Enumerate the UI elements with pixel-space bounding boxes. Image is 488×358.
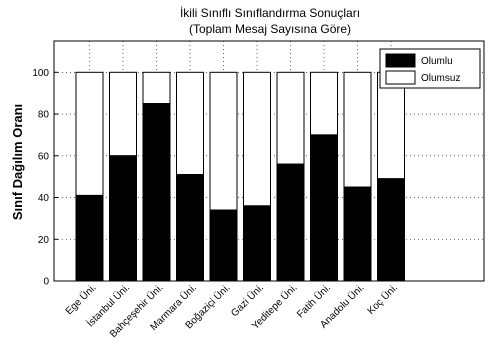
bar-olumsuz (243, 71, 271, 207)
y-tick-label: 40 (38, 193, 50, 204)
bars (75, 71, 405, 282)
legend: Olumlu Olumsuz (379, 48, 481, 89)
x-tick-label: Ege Üni. (63, 282, 99, 318)
y-axis-ticks: 0 20 40 60 80 100 (32, 68, 58, 288)
y-tick-label: 60 (38, 151, 50, 162)
legend-swatch-olumlu (385, 53, 416, 68)
bar-olumsuz (209, 71, 238, 211)
plot-area (53, 40, 485, 282)
bar-olumlu (343, 186, 372, 282)
bar-olumlu (142, 103, 171, 282)
x-axis-ticks: Ege Üni.İstanbul Üni.Bahçeşehir Üni.Marm… (63, 277, 400, 340)
bar-olumlu (243, 205, 271, 282)
legend-label-olumlu: Olumlu (421, 56, 453, 67)
y-tick-label: 20 (38, 235, 50, 246)
bar-olumsuz (343, 71, 372, 188)
bar-olumsuz (75, 71, 104, 196)
bar-olumsuz (310, 71, 338, 136)
chart-title-line-2: (Toplam Mesaj Sayısına Göre) (189, 22, 351, 36)
y-tick-label: 0 (43, 277, 49, 288)
y-axis-label: Sınıf Dağılım Oranı (10, 104, 25, 220)
bar-olumlu (75, 194, 104, 282)
y-tick-label: 100 (32, 68, 49, 79)
legend-label-olumsuz: Olumsuz (421, 73, 460, 84)
x-tick-label: Koç Üni. (365, 282, 400, 317)
bar-olumlu (109, 155, 137, 282)
bar-olumsuz (142, 71, 171, 105)
bar-olumsuz (176, 71, 204, 176)
legend-swatch-olumsuz (385, 70, 416, 85)
chart-title-line-1: İkili Sınıflı Sınıflandırma Sonuçları (180, 6, 360, 20)
y-tick-label: 80 (38, 110, 50, 121)
bar-olumlu (276, 163, 305, 282)
bar-olumlu (209, 209, 238, 282)
bar-olumsuz (276, 71, 305, 165)
bar-olumlu (176, 174, 204, 282)
bar-olumlu (377, 178, 405, 282)
bar-olumsuz (109, 71, 137, 157)
bar-olumlu (310, 134, 338, 282)
